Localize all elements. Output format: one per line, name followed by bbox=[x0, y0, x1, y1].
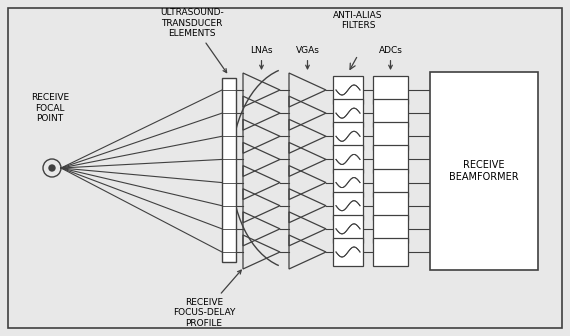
Bar bbox=[373, 145, 408, 173]
Text: LNAs: LNAs bbox=[250, 46, 273, 69]
Text: RECEIVE
FOCUS-DELAY
PROFILE: RECEIVE FOCUS-DELAY PROFILE bbox=[173, 270, 241, 328]
Bar bbox=[222, 78, 236, 262]
Bar bbox=[333, 122, 363, 150]
Bar bbox=[333, 76, 363, 104]
Bar bbox=[333, 192, 363, 220]
Bar bbox=[333, 145, 363, 173]
Bar bbox=[373, 76, 408, 104]
Bar bbox=[430, 72, 538, 270]
Bar bbox=[333, 215, 363, 243]
Bar bbox=[373, 192, 408, 220]
Text: VGAs: VGAs bbox=[296, 46, 319, 69]
Bar bbox=[373, 169, 408, 197]
Bar bbox=[373, 99, 408, 127]
Text: ANTI-ALIAS
FILTERS: ANTI-ALIAS FILTERS bbox=[333, 11, 382, 30]
Bar bbox=[333, 238, 363, 266]
Bar bbox=[333, 169, 363, 197]
Circle shape bbox=[49, 165, 55, 171]
Text: RECEIVE
FOCAL
POINT: RECEIVE FOCAL POINT bbox=[31, 93, 69, 123]
Bar bbox=[373, 238, 408, 266]
Text: ULTRASOUND-
TRANSDUCER
ELEMENTS: ULTRASOUND- TRANSDUCER ELEMENTS bbox=[160, 8, 227, 73]
Bar bbox=[373, 122, 408, 150]
Bar bbox=[373, 215, 408, 243]
Text: RECEIVE
BEAMFORMER: RECEIVE BEAMFORMER bbox=[449, 160, 519, 182]
Text: ADCs: ADCs bbox=[378, 46, 402, 69]
Bar bbox=[333, 99, 363, 127]
